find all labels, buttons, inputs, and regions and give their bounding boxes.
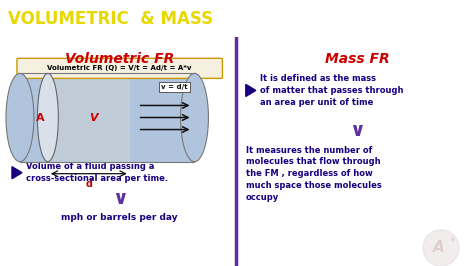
Ellipse shape — [37, 73, 58, 162]
Text: FLOW RATE: FLOW RATE — [298, 10, 410, 28]
Text: V: V — [90, 113, 98, 123]
Text: It measures the number of
molecules that flow through
the FM , regardless of how: It measures the number of molecules that… — [246, 146, 382, 202]
Bar — [48, 73, 130, 162]
Bar — [20, 73, 194, 162]
Text: •: • — [449, 235, 455, 245]
Text: Mass FR: Mass FR — [325, 52, 389, 66]
Text: mph or barrels per day: mph or barrels per day — [61, 213, 178, 222]
Polygon shape — [12, 167, 22, 179]
Circle shape — [423, 230, 459, 266]
FancyBboxPatch shape — [17, 58, 222, 78]
Text: Volumetric FR: Volumetric FR — [65, 52, 174, 66]
Text: d: d — [85, 179, 92, 189]
Text: A: A — [433, 240, 445, 255]
Text: v = d/t: v = d/t — [161, 84, 188, 90]
Text: Volume of a fluid passing a
cross-sectional area per time.: Volume of a fluid passing a cross-sectio… — [26, 162, 168, 183]
Text: It is defined as the mass
of matter that passes through
an area per unit of time: It is defined as the mass of matter that… — [260, 74, 403, 107]
Ellipse shape — [6, 73, 34, 162]
Text: ∨: ∨ — [349, 121, 365, 140]
Text: VOLUMETRIC  & MASS: VOLUMETRIC & MASS — [8, 10, 213, 28]
Text: A: A — [36, 113, 44, 123]
Ellipse shape — [181, 73, 209, 162]
Polygon shape — [246, 84, 256, 97]
Text: Volumetric FR (Q) = V/t = Ad/t = A*v: Volumetric FR (Q) = V/t = Ad/t = A*v — [47, 65, 192, 71]
Text: ∨: ∨ — [112, 189, 128, 208]
